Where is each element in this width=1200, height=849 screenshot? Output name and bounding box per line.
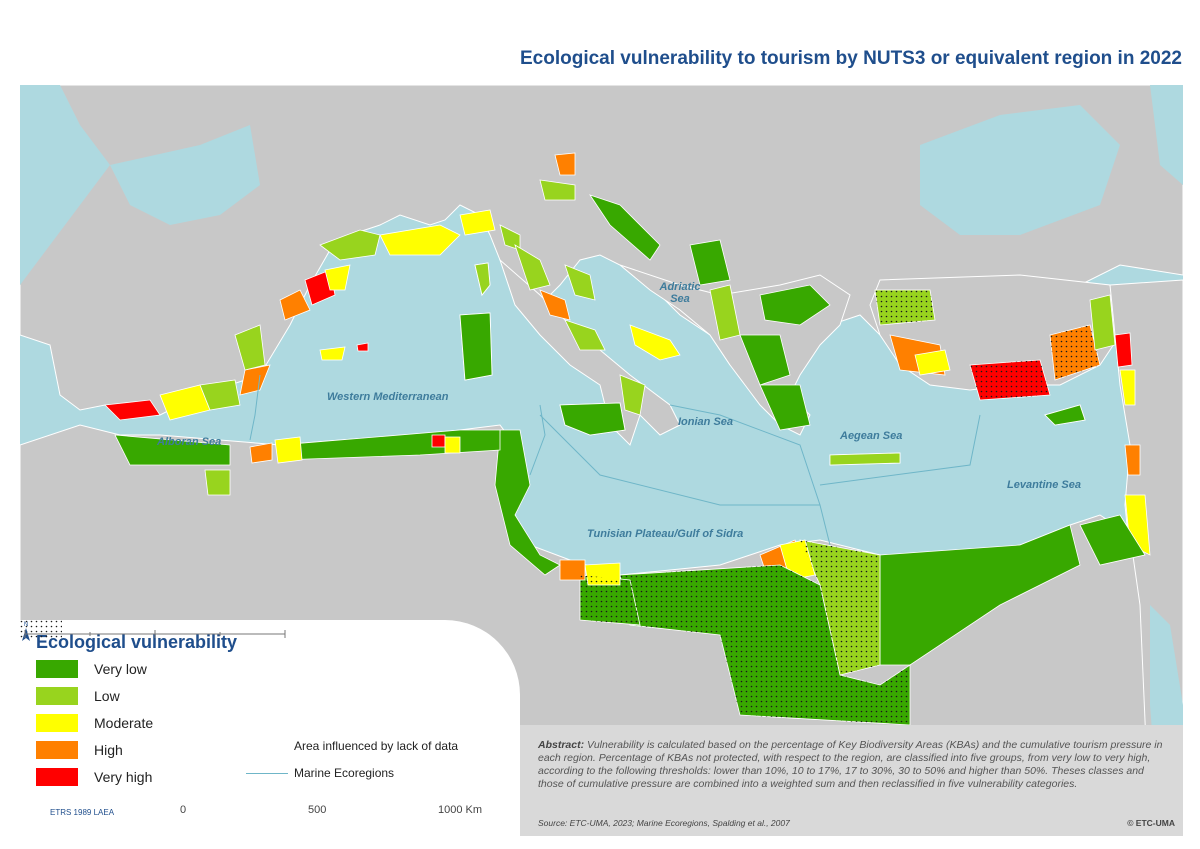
region-sardinia [459,312,493,381]
ecoregion-label: Marine Ecoregions [294,766,395,780]
region-tunisia [494,429,561,576]
legend-label: Very high [94,769,153,785]
scale-bar [24,630,286,638]
caspian [1150,85,1183,185]
region-algeria-yellow-b [444,436,461,454]
region-izmir [914,349,951,376]
region-sicily [559,402,626,436]
legend-swatch [36,714,78,732]
ecoregion-line-swatch [246,773,288,774]
region-egypt-main [879,524,1081,666]
label-levantine: Levantine Sea [1007,479,1081,491]
region-peloponnese [759,384,811,431]
crs-label: ETRS 1989 LAEA [50,808,115,817]
legend: Ecological vulnerability Very low Low Mo… [20,620,520,836]
lack-of-data-overlay [580,290,1100,725]
region-marche [564,264,596,301]
region-baleares [319,346,346,361]
legend-swatch [36,687,78,705]
region-girona [324,264,351,291]
region-lazio [539,289,571,321]
region-greece-west [739,334,791,386]
black-sea [920,105,1120,235]
map-frame[interactable]: Adriatic Sea Western Mediterranean Albor… [20,85,1183,836]
region-venice [539,179,576,201]
region-lebanon [1119,369,1136,406]
credit: © ETC-UMA [1127,818,1175,828]
legend-swatch [36,741,78,759]
region-france-provence [379,224,461,256]
other-seas [20,85,1183,836]
region-israel [1124,444,1141,476]
region-morocco-east [204,469,231,496]
abstract-heading: Abstract: [538,739,585,751]
scale-label-0: 0 [180,804,187,816]
region-france-west [319,229,381,261]
region-andalusia-west [104,399,161,421]
atlantic [20,85,110,285]
label-adriatic: Adriatic Sea [659,281,701,305]
legend-label: Very low [94,661,147,677]
region-apulia [629,324,681,361]
region-calabria [619,374,646,416]
region-egypt-east [1079,514,1146,566]
abstract-panel: Abstract: Vulnerability is calculated ba… [520,725,1183,836]
scale-label-1000: 1000 Km [438,804,483,816]
region-trieste [554,152,576,176]
region-syria-coast [1114,332,1133,368]
legend-label: Low [94,688,120,704]
label-ionian: Ionian Sea [678,416,734,428]
svg-text:N: N [24,622,28,628]
region-croatia [589,194,661,261]
legend-swatch [36,768,78,786]
region-tuscany [514,244,551,291]
legend-title: Ecological vulnerability [36,632,238,652]
map-title: Ecological vulnerability to tourism by N… [520,48,1182,69]
legend-label: Moderate [94,715,154,731]
region-corsica [474,262,491,296]
legend-label: High [94,742,123,758]
region-valencia [234,324,266,371]
marine-ecoregion-lines [249,374,981,546]
region-menorca [356,342,369,352]
region-hatay [1089,294,1116,351]
region-catalonia-south [279,289,311,321]
region-murcia [239,364,271,396]
bay-of-biscay [110,125,260,225]
region-greece-north [759,284,831,326]
region-algeria-orange [249,442,273,464]
region-montenegro [689,239,731,286]
region-crete [829,452,901,466]
label-alboran: Alboran Sea [157,436,222,448]
region-spain-south-b [199,379,241,411]
region-france-riviera [459,209,496,236]
abstract-text: Abstract: Vulnerability is calculated ba… [538,739,1168,791]
region-cyprus [1044,404,1086,426]
region-algeria-red [431,434,446,448]
lack-of-data-label: Area influenced by lack of data [294,739,459,753]
scale-label-500: 500 [308,804,327,816]
region-algeria-yellow [274,436,303,464]
label-western-med: Western Mediterranean [327,391,449,403]
region-campania [564,319,606,351]
abstract-body: Vulnerability is calculated based on the… [538,739,1163,790]
region-morocco-coast [114,434,231,466]
source-note: Source: ETC-UMA, 2023; Marine Ecoregions… [538,818,790,828]
legend-swatch [36,660,78,678]
label-tunisian: Tunisian Plateau/Gulf of Sidra [587,528,744,540]
label-aegean: Aegean Sea [840,430,903,442]
